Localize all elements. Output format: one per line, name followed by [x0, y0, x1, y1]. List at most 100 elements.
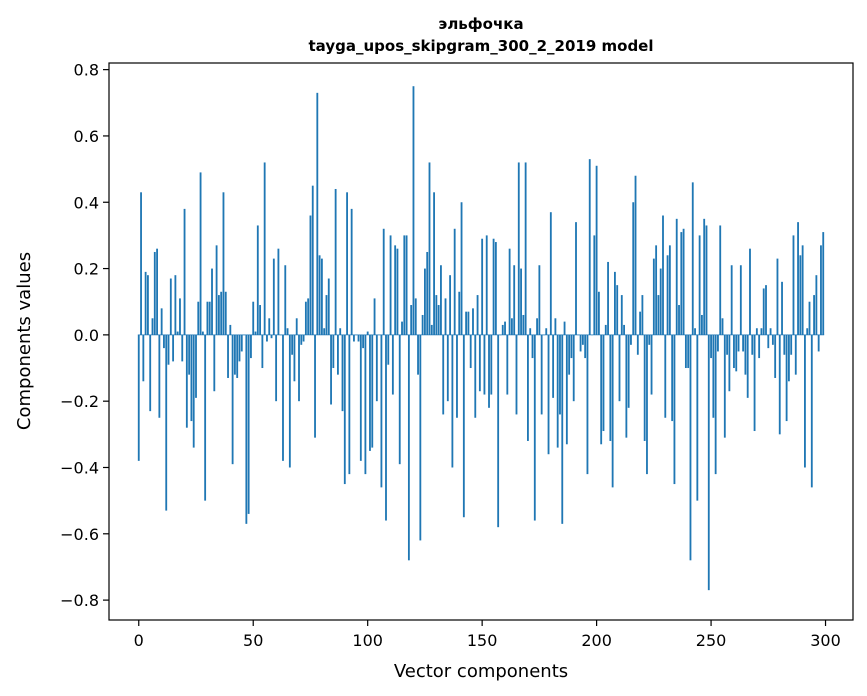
bar [291, 334, 294, 355]
bar [813, 295, 815, 335]
bar [760, 328, 763, 335]
bar [325, 295, 328, 335]
bar [815, 275, 818, 335]
bar [659, 268, 662, 335]
bar [540, 334, 543, 415]
bar [206, 301, 209, 335]
bar [437, 305, 440, 335]
bar [714, 334, 717, 475]
bar [410, 305, 413, 335]
bar [595, 165, 598, 335]
bar [808, 301, 811, 335]
bar [707, 334, 710, 591]
bar [144, 271, 147, 335]
bar [428, 162, 431, 335]
bar [185, 334, 188, 428]
bar [611, 334, 614, 488]
bar [460, 202, 463, 335]
bar [536, 318, 538, 335]
bar [156, 248, 158, 335]
bar [252, 301, 255, 335]
bar [584, 334, 587, 359]
bar [533, 334, 536, 521]
bar [783, 334, 786, 355]
bar [563, 321, 566, 335]
bar [389, 235, 392, 335]
bar [579, 334, 582, 352]
bar [199, 172, 202, 335]
bar [806, 328, 809, 335]
bar [517, 162, 520, 335]
bar [682, 228, 685, 335]
x-tick-label: 0 [134, 631, 144, 650]
bar [286, 328, 289, 335]
bar [190, 334, 193, 422]
bar [561, 334, 564, 524]
bar [261, 334, 264, 369]
bar [348, 334, 351, 475]
bar [304, 301, 307, 335]
bar [165, 334, 168, 511]
bar [430, 324, 433, 335]
bar [440, 265, 442, 335]
x-tick-label: 50 [243, 631, 263, 650]
bar [231, 334, 234, 465]
bar [149, 334, 152, 412]
bar [522, 314, 525, 335]
bar [332, 334, 335, 369]
bar [357, 334, 360, 342]
bar [588, 159, 591, 335]
bar [362, 334, 365, 349]
bar [208, 301, 211, 335]
bar [350, 208, 353, 335]
bar [696, 334, 699, 501]
bar [666, 255, 669, 335]
bar [490, 334, 493, 395]
bar [650, 334, 653, 395]
bar [506, 334, 509, 395]
bar [618, 334, 621, 402]
bar [172, 334, 175, 362]
bar [204, 334, 207, 501]
bar [469, 334, 472, 369]
bar [616, 285, 619, 335]
bar [623, 324, 625, 335]
bar [804, 334, 806, 468]
x-axis-label: Vector components [394, 661, 568, 682]
bar [602, 334, 605, 432]
bar [810, 334, 813, 488]
bar [769, 328, 772, 335]
bar [259, 305, 261, 335]
bar [385, 334, 387, 521]
bar [407, 334, 410, 561]
bar [373, 298, 376, 335]
bar [698, 235, 701, 335]
bar [339, 328, 342, 335]
bar [444, 298, 447, 335]
bar [765, 285, 767, 335]
x-axis: 0 50 100 150 200 250 300 [134, 620, 841, 650]
bar [309, 215, 312, 335]
bar [405, 235, 408, 335]
bar [179, 298, 181, 335]
bar [300, 334, 303, 345]
bar [424, 268, 426, 335]
bar [176, 331, 179, 335]
bar [442, 334, 445, 415]
bar [371, 334, 374, 448]
bar [282, 334, 284, 461]
bar [275, 334, 278, 402]
bar [272, 258, 275, 335]
bar [346, 192, 348, 335]
bar [284, 265, 287, 335]
bar [662, 215, 664, 335]
bar [785, 334, 788, 422]
bar [648, 334, 651, 345]
bar [581, 334, 584, 345]
bar [307, 298, 310, 335]
bar [472, 308, 474, 335]
bar [701, 314, 703, 335]
bar [733, 334, 735, 369]
bar [792, 235, 795, 335]
bar [721, 318, 724, 335]
